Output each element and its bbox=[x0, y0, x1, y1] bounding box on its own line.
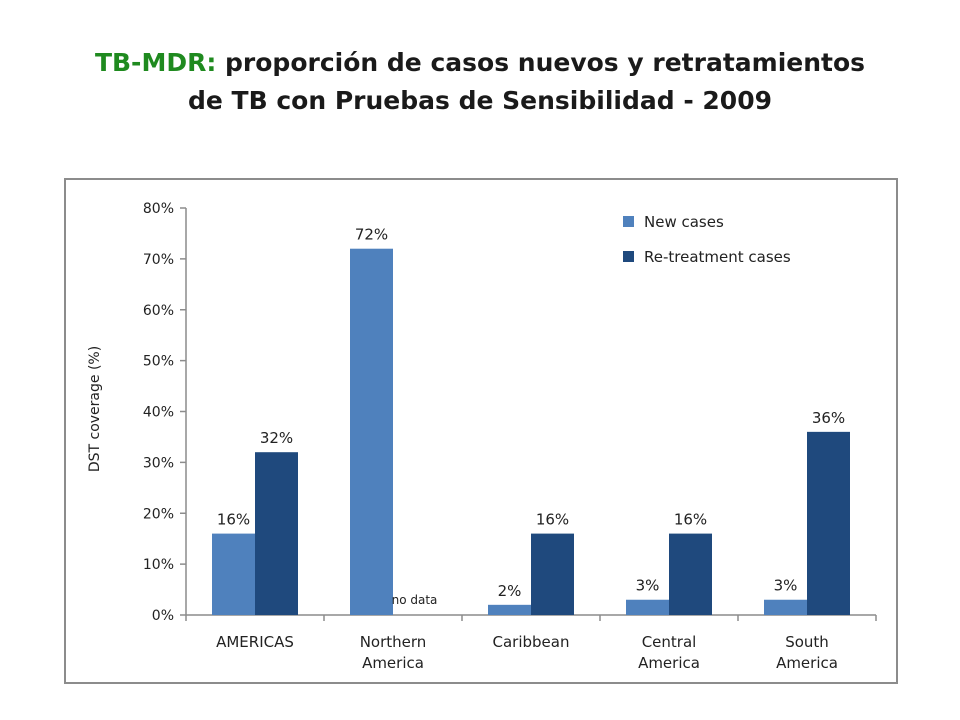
legend: New cases Re-treatment cases bbox=[623, 213, 791, 266]
bar-retreatment-cases bbox=[531, 533, 574, 615]
x-tick-label: Caribbean bbox=[493, 633, 570, 651]
x-axis: AMERICAS Northern America Caribbean Central A… bbox=[185, 614, 877, 672]
legend-label: Re-treatment cases bbox=[644, 248, 791, 266]
legend-swatch bbox=[623, 216, 634, 227]
y-tick-label: 50% bbox=[143, 354, 174, 370]
data-label: 32% bbox=[260, 429, 293, 447]
bar-chart: 0% 10% 20% 30% 40% 50% 60% 70% 80% AMERICAS North… bbox=[87, 201, 877, 672]
no-data-label: no data bbox=[392, 593, 438, 607]
x-tick-label-line: America bbox=[362, 654, 424, 672]
bars bbox=[212, 248, 850, 615]
data-label: 16% bbox=[217, 511, 250, 529]
data-label: 3% bbox=[636, 577, 660, 595]
bar-retreatment-cases bbox=[669, 533, 712, 615]
x-tick-label-line: South bbox=[785, 633, 829, 651]
x-tick-label-line: Central bbox=[642, 633, 697, 651]
title-prefix: TB-MDR: bbox=[94, 48, 217, 77]
x-tick-label: Northern America bbox=[360, 633, 427, 672]
y-axis-title: DST coverage (%) bbox=[87, 346, 103, 472]
y-tick-label: 60% bbox=[143, 303, 174, 319]
y-axis: 0% 10% 20% 30% 40% 50% 60% 70% 80% bbox=[143, 201, 187, 624]
y-tick-label: 10% bbox=[143, 557, 174, 573]
x-tick-label-line: America bbox=[776, 654, 838, 672]
x-tick-label: Central America bbox=[638, 633, 700, 672]
y-tick-label: 30% bbox=[143, 455, 174, 471]
title-line-2: de TB con Pruebas de Sensibilidad - 2009 bbox=[187, 86, 772, 115]
y-tick-label: 70% bbox=[143, 252, 174, 268]
bar-new-cases bbox=[764, 599, 807, 615]
data-label: 16% bbox=[536, 511, 569, 529]
x-tick-label-line: Northern bbox=[360, 633, 427, 651]
bar-new-cases bbox=[350, 248, 393, 615]
chart-frame: 0% 10% 20% 30% 40% 50% 60% 70% 80% AMERICAS North… bbox=[64, 178, 898, 684]
data-label: 2% bbox=[498, 582, 522, 600]
legend-label: New cases bbox=[644, 213, 724, 231]
slide-title: TB-MDR: proporción de casos nuevos y ret… bbox=[0, 44, 960, 120]
x-tick-label: AMERICAS bbox=[216, 633, 294, 651]
y-tick-label: 20% bbox=[143, 506, 174, 522]
data-label: 72% bbox=[355, 226, 388, 244]
y-tick-label: 40% bbox=[143, 405, 174, 421]
x-tick-label: South America bbox=[776, 633, 838, 672]
x-tick-label-line: AMERICAS bbox=[216, 633, 294, 651]
title-line-1-text: proporción de casos nuevos y retratamien… bbox=[216, 48, 866, 77]
y-tick-label: 80% bbox=[143, 201, 174, 217]
bar-retreatment-cases bbox=[807, 431, 850, 615]
y-tick-label: 0% bbox=[152, 608, 174, 624]
bar-new-cases bbox=[212, 533, 255, 615]
bar-new-cases bbox=[626, 599, 669, 615]
data-label: 3% bbox=[774, 577, 798, 595]
data-labels: 16% 32% 72% no data 2% 16% 3% 16% 3% 36% bbox=[217, 226, 845, 607]
data-label: 36% bbox=[812, 409, 845, 427]
legend-swatch bbox=[623, 251, 634, 262]
bar-new-cases bbox=[488, 604, 531, 615]
x-tick-label-line: Caribbean bbox=[493, 633, 570, 651]
bar-retreatment-cases bbox=[255, 452, 298, 615]
data-label: 16% bbox=[674, 511, 707, 529]
title-line-1: TB-MDR: proporción de casos nuevos y ret… bbox=[0, 44, 960, 82]
x-tick-label-line: America bbox=[638, 654, 700, 672]
